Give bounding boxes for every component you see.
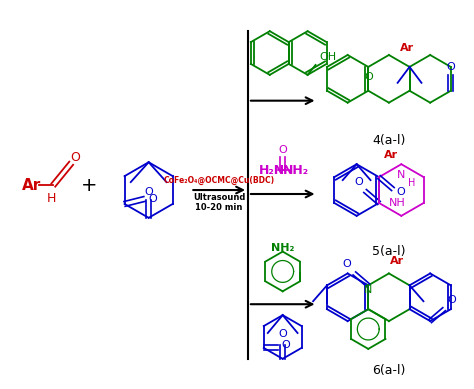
Text: O: O xyxy=(278,329,287,339)
Text: Ar: Ar xyxy=(384,150,399,160)
Text: Ar: Ar xyxy=(390,256,404,266)
Text: O: O xyxy=(342,259,351,270)
Text: +: + xyxy=(81,175,97,194)
Text: O: O xyxy=(148,194,157,204)
Text: Ar: Ar xyxy=(400,43,414,53)
Text: N: N xyxy=(397,170,406,180)
Text: NH₂: NH₂ xyxy=(271,243,294,252)
Text: 4(a-l): 4(a-l) xyxy=(372,134,406,147)
Text: O: O xyxy=(364,72,373,82)
Text: H: H xyxy=(408,178,415,188)
Text: O: O xyxy=(278,145,287,155)
Text: O: O xyxy=(355,177,364,187)
Text: 6(a-l): 6(a-l) xyxy=(372,364,406,377)
Text: Ultrasound: Ultrasound xyxy=(193,193,246,203)
Text: O: O xyxy=(281,340,290,350)
Text: O: O xyxy=(396,187,405,197)
Text: O: O xyxy=(70,151,80,164)
Text: NH: NH xyxy=(389,198,406,208)
Text: O: O xyxy=(144,187,153,197)
Text: O: O xyxy=(447,295,456,305)
Text: N: N xyxy=(364,285,373,295)
Text: H₂N: H₂N xyxy=(259,164,285,177)
Text: 5(a-l): 5(a-l) xyxy=(372,245,406,258)
Text: Ar: Ar xyxy=(21,177,41,193)
Text: OH: OH xyxy=(319,52,337,62)
Text: NH₂: NH₂ xyxy=(283,164,309,177)
Text: CoFe₂O₄@OCMC@Cu(BDC): CoFe₂O₄@OCMC@Cu(BDC) xyxy=(164,175,275,185)
Text: O: O xyxy=(447,62,455,72)
Text: 10-20 min: 10-20 min xyxy=(195,203,243,212)
Text: H: H xyxy=(46,193,56,205)
